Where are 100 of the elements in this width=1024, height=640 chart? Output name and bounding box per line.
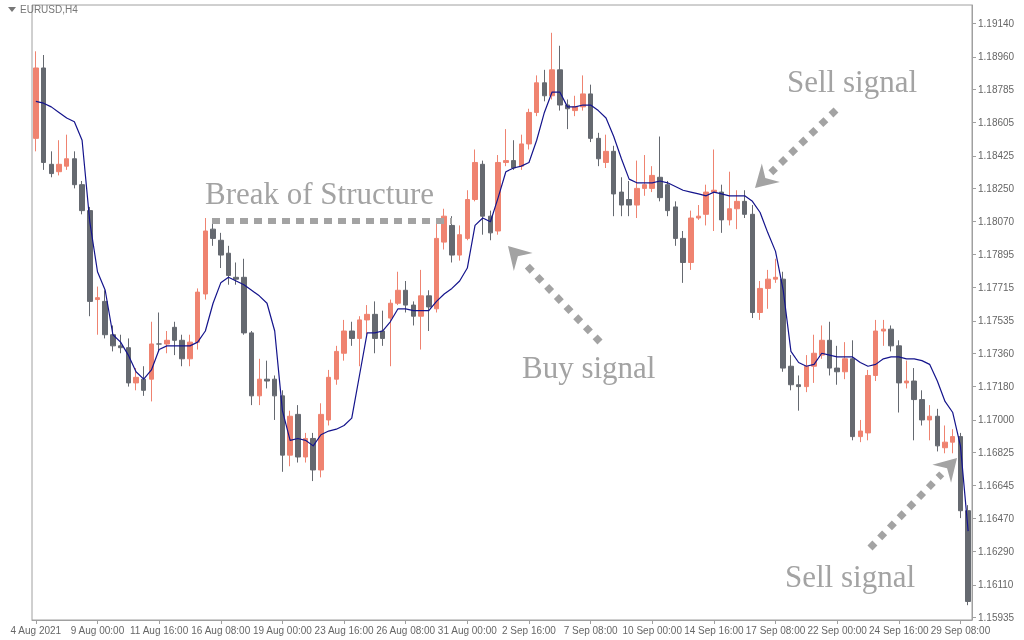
y-tick-label: 1.18960	[978, 51, 1015, 63]
y-tick-label: 1.19140	[978, 18, 1015, 30]
candlestick	[734, 189, 740, 230]
candlestick	[549, 32, 555, 100]
candlestick	[441, 208, 447, 251]
x-tick-label: 11 Aug 16:00	[130, 624, 189, 636]
candlestick	[133, 367, 139, 391]
candlestick	[218, 232, 224, 269]
candlestick	[449, 215, 455, 263]
candlestick	[888, 324, 894, 352]
candlestick	[156, 312, 162, 352]
candlestick	[310, 432, 316, 482]
candlestick	[842, 341, 848, 380]
candlestick	[557, 45, 563, 112]
x-tick-label: 26 Aug 08:00	[376, 624, 436, 636]
candlestick	[703, 184, 709, 226]
candlestick	[634, 160, 640, 219]
x-tick-label: 29 Sep 08:00	[930, 624, 991, 636]
y-tick-label: 1.15935	[978, 611, 1015, 623]
candlestick	[927, 404, 932, 441]
x-tick-label: 9 Aug 00:00	[70, 624, 125, 636]
y-tick-label: 1.16645	[978, 480, 1015, 492]
candlestick	[126, 337, 131, 388]
candlestick	[935, 408, 940, 452]
candlestick	[64, 134, 69, 171]
x-tick-label: 14 Sep 16:00	[684, 624, 745, 636]
candlestick	[149, 321, 154, 402]
x-tick-label: 4 Aug 2021	[10, 624, 62, 636]
candlestick	[241, 258, 247, 336]
y-tick-label: 1.18250	[978, 182, 1015, 194]
x-tick-label: 31 Aug 00:00	[437, 624, 498, 636]
y-tick-label: 1.16470	[978, 512, 1015, 524]
candlestick	[742, 189, 747, 219]
candlestick	[881, 319, 886, 347]
y-tick-label: 1.17715	[978, 281, 1015, 293]
candlestick	[896, 339, 902, 414]
y-tick-label: 1.17535	[978, 315, 1015, 327]
candlestick	[788, 354, 794, 391]
x-tick-label: 2 Sep 16:00	[502, 624, 557, 636]
candlestick	[210, 221, 216, 247]
candlestick	[411, 300, 416, 326]
candlestick	[195, 287, 200, 351]
annotation: Buy signal	[522, 350, 656, 385]
candlestick	[372, 300, 378, 354]
candlestick	[495, 154, 501, 236]
candlestick	[172, 321, 177, 356]
candlestick	[526, 108, 532, 150]
candlestick	[303, 432, 308, 464]
annotation: Break of Structure	[205, 176, 434, 211]
y-tick-label: 1.16825	[978, 446, 1015, 458]
candlestick	[187, 334, 193, 367]
candlestick	[904, 360, 909, 389]
candlestick	[611, 145, 616, 217]
x-tick-label: 24 Sep 16:00	[869, 624, 929, 636]
candlestick	[33, 50, 39, 152]
candlestick	[603, 134, 609, 169]
candlestick	[865, 369, 871, 441]
candlestick	[203, 217, 208, 301]
candlestick	[349, 321, 355, 347]
candlestick	[334, 345, 339, 386]
annotation: Sell signal	[787, 64, 918, 99]
candlestick	[102, 289, 108, 339]
candlestick	[326, 369, 331, 426]
y-tick-label: 1.18070	[978, 216, 1015, 228]
candlestick	[858, 419, 863, 443]
candlestick	[680, 230, 686, 284]
x-tick-label: 7 Sep 08:00	[563, 624, 619, 636]
candlestick	[249, 330, 254, 406]
x-tick-label: 16 Aug 08:00	[191, 624, 251, 636]
candlestick	[750, 204, 755, 319]
candlestick	[811, 334, 817, 384]
annotation: Sell signal	[785, 559, 916, 594]
candlestick	[272, 374, 277, 421]
candlestick	[796, 374, 801, 412]
candlestick	[56, 139, 62, 176]
candlestick	[72, 150, 77, 189]
candlestick	[773, 258, 778, 284]
y-tick-label: 1.17000	[978, 414, 1015, 426]
candlestick	[264, 360, 270, 389]
candlestick	[403, 280, 408, 313]
y-tick-label: 1.16290	[978, 545, 1015, 557]
candlestick	[765, 269, 771, 310]
candlestick	[388, 299, 393, 367]
x-tick-label: 10 Sep 00:00	[622, 624, 683, 636]
candlestick	[673, 200, 678, 247]
candlestick	[87, 206, 93, 317]
candlestick	[696, 204, 701, 221]
candlestick	[657, 136, 663, 202]
candlestick	[834, 345, 840, 386]
candlestick	[141, 365, 146, 397]
y-tick-label: 1.18785	[978, 83, 1015, 95]
candlestick	[295, 404, 301, 464]
candlestick	[164, 330, 170, 354]
candlestick	[819, 324, 825, 360]
candlestick	[480, 160, 485, 236]
candlestick	[596, 132, 601, 167]
y-tick-label: 1.17360	[978, 347, 1015, 359]
candlestick	[79, 180, 85, 215]
candlestick	[364, 304, 370, 336]
y-tick-label: 1.17895	[978, 248, 1015, 260]
